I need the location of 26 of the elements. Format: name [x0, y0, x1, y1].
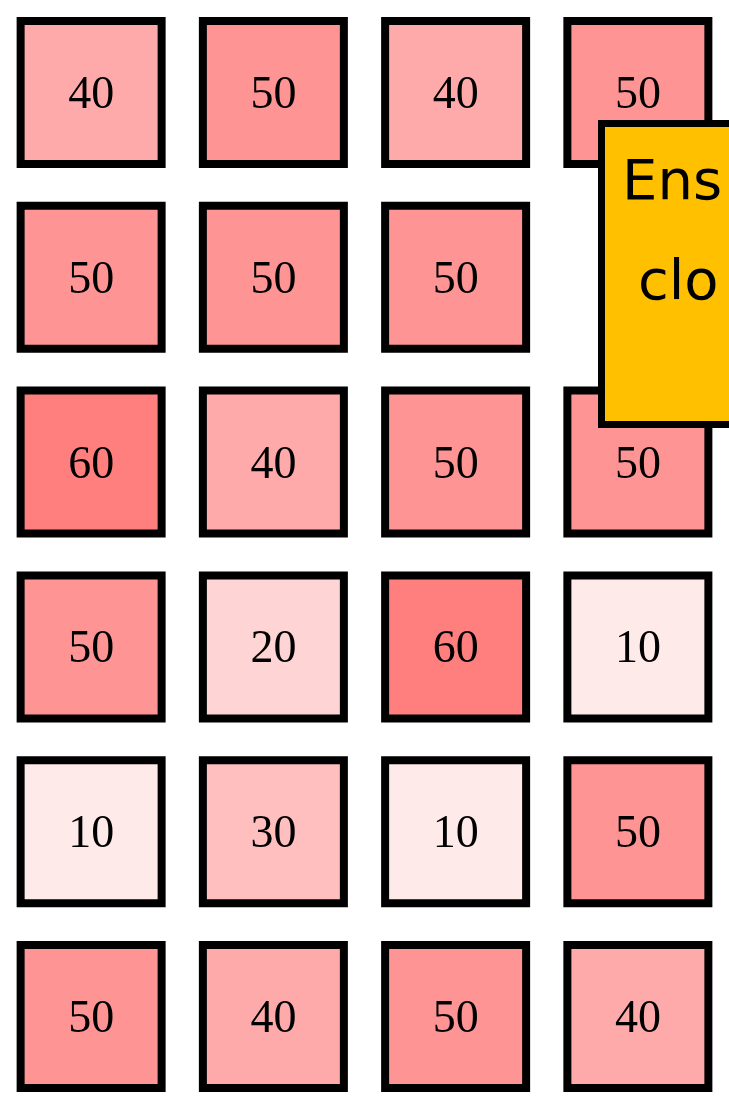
data-label: 50	[432, 251, 479, 303]
data-label: 40	[432, 66, 479, 118]
data-label: 40	[250, 436, 297, 488]
data-label: 40	[68, 66, 115, 118]
data-label: 50	[250, 66, 297, 118]
data-label: 40	[614, 991, 661, 1043]
data-label: 50	[614, 66, 661, 118]
data-label: 50	[614, 806, 661, 858]
data-label: 40	[250, 991, 297, 1043]
data-label: 50	[432, 991, 479, 1043]
data-label: 60	[432, 621, 479, 673]
data-label: 30	[250, 806, 297, 858]
data-label: 50	[250, 251, 297, 303]
note-box: Ens clo	[598, 120, 729, 428]
data-label: 10	[432, 806, 479, 858]
data-label: 20	[250, 621, 297, 673]
data-label: 50	[432, 436, 479, 488]
data-label: 10	[614, 621, 661, 673]
data-label: 50	[68, 991, 115, 1043]
data-label: 60	[68, 436, 115, 488]
data-label: 50	[614, 436, 661, 488]
data-label: 10	[68, 806, 115, 858]
data-label: 50	[68, 251, 115, 303]
annotation: Ens	[622, 147, 723, 212]
annotation: clo	[638, 247, 719, 312]
data-label: 50	[68, 621, 115, 673]
